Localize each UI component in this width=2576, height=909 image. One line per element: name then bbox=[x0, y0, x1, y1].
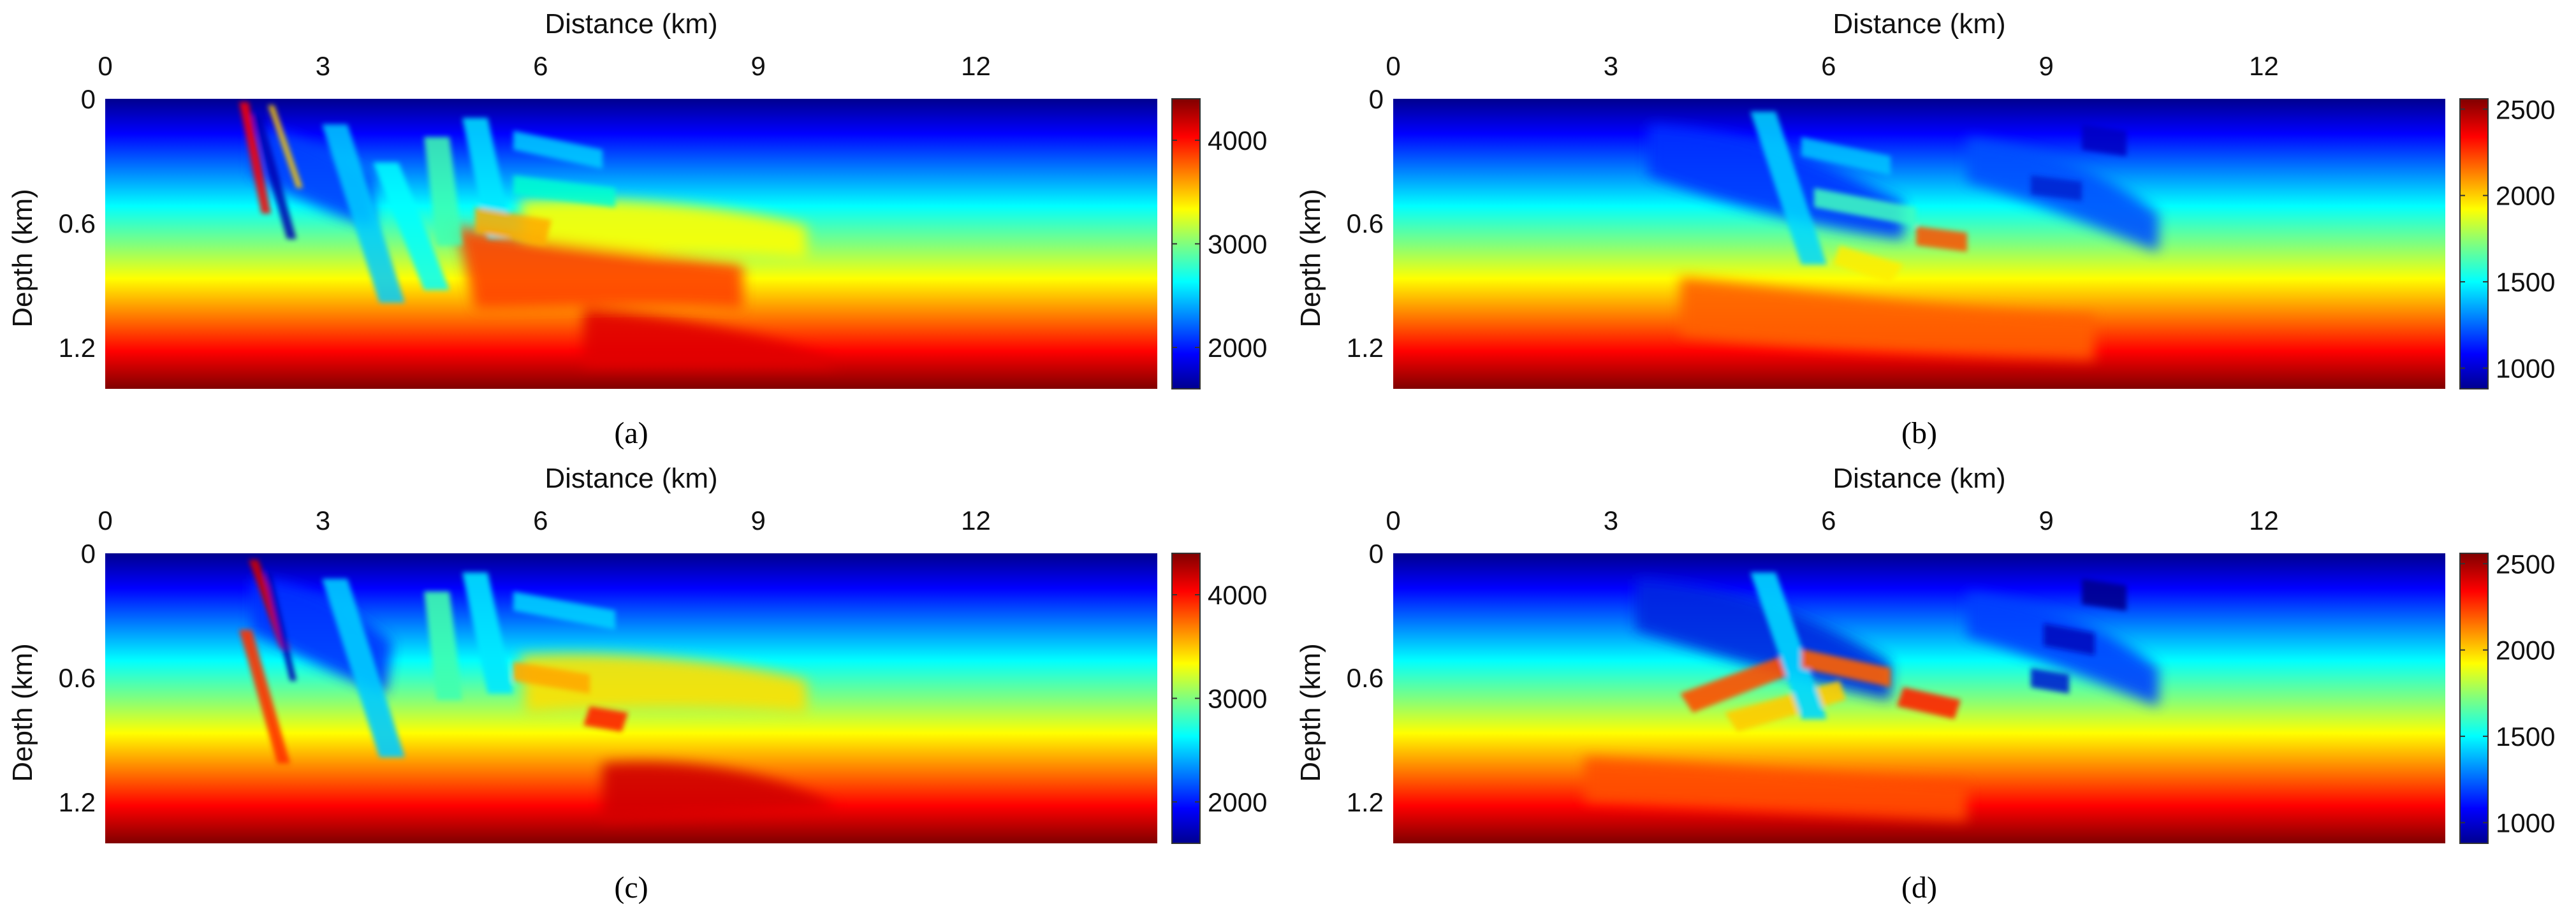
y-tick-label: 0.6 bbox=[59, 208, 96, 238]
y-tick-label: 0.6 bbox=[1347, 663, 1384, 693]
panel-a: Distance (km) Depth (km) bbox=[0, 0, 1288, 455]
colorbar-tick-label: 1000 bbox=[2496, 808, 2555, 838]
x-tick-label: 9 bbox=[750, 505, 765, 535]
x-tick-label: 3 bbox=[1604, 51, 1618, 81]
x-tick-labels: 0 3 6 9 12 bbox=[1386, 505, 2279, 535]
x-axis-title: Distance (km) bbox=[545, 8, 717, 40]
panel-c: Distance (km) Depth (km) bbox=[0, 455, 1288, 909]
colorbar-tick-label: 1000 bbox=[2496, 354, 2555, 384]
x-tick-label: 12 bbox=[2249, 505, 2279, 535]
x-axis-title: Distance (km) bbox=[1833, 8, 2005, 40]
velocity-heatmap bbox=[1393, 553, 2445, 843]
x-tick-label: 3 bbox=[316, 51, 330, 81]
y-tick-label: 1.2 bbox=[1347, 333, 1384, 363]
x-tick-label: 6 bbox=[533, 505, 548, 535]
y-axis-title: Depth (km) bbox=[1295, 189, 1326, 328]
panel-c-figure: Distance (km) Depth (km) bbox=[7, 463, 1267, 905]
y-tick-label: 0 bbox=[81, 539, 96, 569]
x-tick-label: 9 bbox=[2038, 505, 2053, 535]
colorbar-tick-label: 2500 bbox=[2496, 549, 2555, 579]
x-tick-label: 12 bbox=[961, 505, 991, 535]
colorbar-tick-label: 2000 bbox=[1208, 333, 1267, 363]
x-tick-label: 9 bbox=[750, 51, 765, 81]
y-tick-label: 0.6 bbox=[59, 663, 96, 693]
x-tick-label: 12 bbox=[961, 51, 991, 81]
colorbar-tick-labels: 2000 3000 4000 bbox=[1172, 580, 1267, 817]
y-tick-labels: 0 0.6 1.2 bbox=[1347, 539, 1384, 817]
panel-b: Distance (km) Depth (km) bbox=[1288, 0, 2576, 455]
x-tick-label: 0 bbox=[98, 51, 112, 81]
panel-caption: (c) bbox=[614, 871, 648, 905]
colorbar-tick-label: 3000 bbox=[1208, 229, 1267, 259]
colorbar-tick-label: 2000 bbox=[2496, 636, 2555, 665]
x-tick-label: 3 bbox=[1604, 505, 1618, 535]
panel-caption: (b) bbox=[1901, 416, 1937, 450]
y-tick-label: 0 bbox=[1369, 84, 1384, 114]
colorbar-tick-labels: 1000 1500 2000 2500 bbox=[2460, 549, 2555, 838]
colorbar-tick-label: 1500 bbox=[2496, 722, 2555, 752]
colorbar-tick-labels: 2000 3000 4000 bbox=[1172, 126, 1267, 363]
panel-b-figure: Distance (km) Depth (km) bbox=[1295, 8, 2555, 450]
colorbar bbox=[2459, 98, 2489, 389]
panel-d-figure: Distance (km) Depth (km) bbox=[1295, 463, 2555, 905]
x-tick-labels: 0 3 6 9 12 bbox=[98, 51, 991, 81]
panel-caption: (a) bbox=[614, 416, 648, 450]
y-tick-labels: 0 0.6 1.2 bbox=[59, 84, 96, 363]
x-tick-label: 6 bbox=[533, 51, 548, 81]
velocity-heatmap bbox=[105, 553, 1157, 843]
colorbar-tick-label: 2000 bbox=[2496, 181, 2555, 211]
colorbar-tick-label: 3000 bbox=[1208, 684, 1267, 714]
x-tick-labels: 0 3 6 9 12 bbox=[1386, 51, 2279, 81]
colorbar-tick-label: 4000 bbox=[1208, 126, 1267, 156]
y-tick-label: 1.2 bbox=[59, 333, 96, 363]
x-axis-title: Distance (km) bbox=[1833, 463, 2005, 494]
y-axis-title: Depth (km) bbox=[1295, 643, 1326, 782]
velocity-heatmap bbox=[1393, 99, 2445, 389]
x-tick-label: 6 bbox=[1821, 505, 1836, 535]
colorbar-tick-label: 1500 bbox=[2496, 267, 2555, 297]
colorbar-tick-label: 4000 bbox=[1208, 580, 1267, 610]
y-tick-label: 0 bbox=[81, 84, 96, 114]
y-tick-labels: 0 0.6 1.2 bbox=[1347, 84, 1384, 363]
x-tick-label: 0 bbox=[1386, 51, 1400, 81]
x-tick-label: 12 bbox=[2249, 51, 2279, 81]
x-tick-label: 0 bbox=[98, 505, 112, 535]
x-tick-label: 3 bbox=[316, 505, 330, 535]
panel-caption: (d) bbox=[1901, 871, 1937, 905]
x-tick-labels: 0 3 6 9 12 bbox=[98, 505, 991, 535]
panel-d: Distance (km) Depth (km) bbox=[1288, 455, 2576, 909]
x-tick-label: 0 bbox=[1386, 505, 1400, 535]
panel-a-figure: Distance (km) Depth (km) bbox=[7, 8, 1267, 450]
colorbar bbox=[2459, 553, 2489, 844]
colorbar-tick-labels: 1000 1500 2000 2500 bbox=[2460, 94, 2555, 384]
colorbar-tick-label: 2500 bbox=[2496, 94, 2555, 124]
y-tick-labels: 0 0.6 1.2 bbox=[59, 539, 96, 817]
y-tick-label: 1.2 bbox=[59, 787, 96, 817]
x-axis-title: Distance (km) bbox=[545, 463, 717, 494]
x-tick-label: 9 bbox=[2038, 51, 2053, 81]
velocity-heatmap bbox=[105, 99, 1157, 389]
y-axis-title: Depth (km) bbox=[7, 189, 38, 328]
colorbar-tick-label: 2000 bbox=[1208, 787, 1267, 817]
x-tick-label: 6 bbox=[1821, 51, 1836, 81]
y-axis-title: Depth (km) bbox=[7, 643, 38, 782]
y-tick-label: 0 bbox=[1369, 539, 1384, 569]
y-tick-label: 1.2 bbox=[1347, 787, 1384, 817]
y-tick-label: 0.6 bbox=[1347, 208, 1384, 238]
